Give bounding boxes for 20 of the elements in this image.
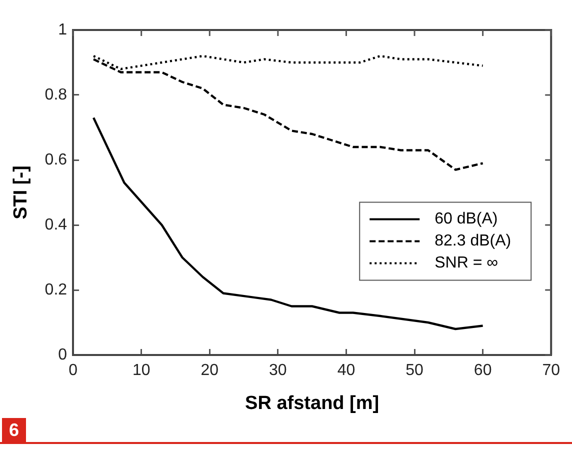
y-tick-label: 0 — [58, 346, 68, 364]
x-tick-label: 50 — [406, 362, 424, 380]
legend-label: SNR = ∞ — [434, 254, 498, 272]
x-tick-label: 10 — [132, 362, 150, 380]
y-tick-label: 0.2 — [44, 281, 68, 298]
x-tick-label: 70 — [542, 362, 560, 380]
x-tick-label: 30 — [269, 362, 287, 380]
y-tick-label: 0.4 — [44, 216, 68, 234]
x-axis-title: SR afstand [m] — [245, 392, 380, 414]
x-tick-label: 40 — [337, 362, 356, 380]
legend-label: 82.3 dB(A) — [434, 232, 512, 250]
legend-label: 60 dB(A) — [434, 210, 498, 228]
y-tick-label: 1 — [58, 21, 68, 38]
line-series — [92, 58, 484, 171]
x-tick-label: 60 — [474, 362, 492, 380]
y-tick-label: 0.8 — [44, 86, 68, 104]
x-tick-label: 20 — [200, 362, 219, 380]
y-axis-title: STI [-] — [10, 166, 32, 220]
y-tick-label: 0.6 — [44, 151, 68, 168]
text: 6 — [2, 418, 26, 443]
